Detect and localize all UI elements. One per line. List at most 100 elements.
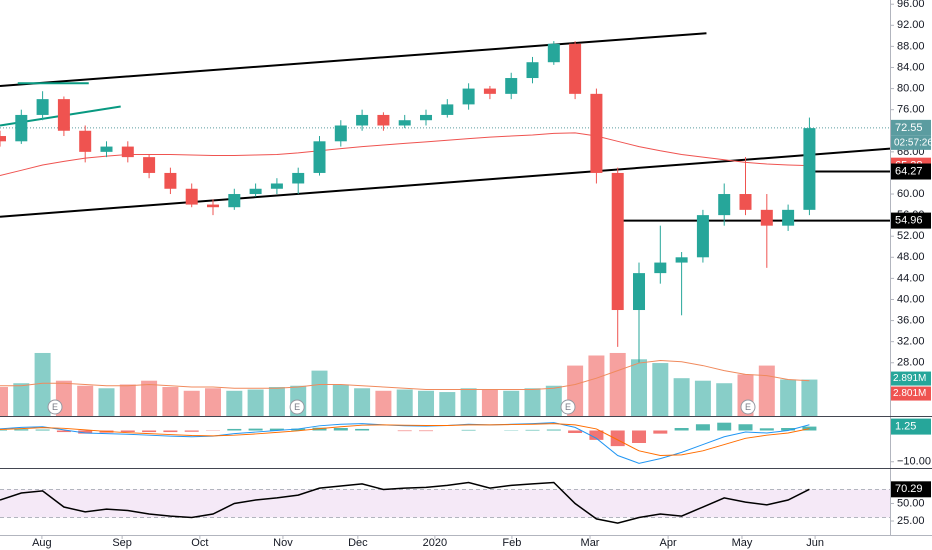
last-price-label-box <box>891 119 931 136</box>
candle-body <box>292 172 305 184</box>
volume-bar <box>354 388 371 416</box>
macd-histogram <box>717 422 732 431</box>
x-tick-label: Mar <box>581 537 600 549</box>
volume-label: 2.891M <box>893 373 926 384</box>
y-tick-label: 84.00 <box>897 61 925 73</box>
y-tick-label: 32.00 <box>897 336 925 348</box>
macd-histogram <box>163 430 178 433</box>
y-tick-label: 50.00 <box>897 497 925 509</box>
candle-body <box>633 273 646 311</box>
level-label: 54.96 <box>895 215 923 227</box>
rsi-line <box>0 481 810 524</box>
volume-label-box <box>891 386 931 401</box>
volume-bar <box>545 385 562 416</box>
macd-histogram <box>269 428 284 431</box>
earnings-marker <box>47 399 63 415</box>
earnings-label: E <box>745 402 751 412</box>
candle-body <box>228 194 241 208</box>
volume-bar <box>801 379 818 416</box>
volume-bar <box>673 378 690 416</box>
rsi-band <box>0 489 890 518</box>
volume-bar <box>609 352 626 416</box>
volume-bar <box>332 384 349 416</box>
y-tick-label: 96.00 <box>897 0 925 10</box>
volume-bar <box>268 387 285 416</box>
volume-bar <box>716 383 733 416</box>
macd-histogram <box>248 428 263 431</box>
last-price-label: 72.55 <box>895 122 923 134</box>
volume-bar <box>396 389 413 416</box>
macd-histogram <box>695 424 710 431</box>
candle-body <box>164 172 177 189</box>
x-tick-label: Apr <box>660 537 677 549</box>
macd-histogram <box>333 428 348 431</box>
countdown: 02:57:26 <box>894 137 932 148</box>
volume-bar <box>13 383 30 416</box>
macd-histogram <box>355 428 370 431</box>
macd-histogram <box>674 428 689 431</box>
earnings-label: E <box>294 402 300 412</box>
candle-body <box>57 99 70 131</box>
volume-bar <box>34 352 51 416</box>
candle-body <box>803 128 816 210</box>
candle-body <box>100 146 113 152</box>
volume-bar <box>77 385 94 416</box>
earnings-marker <box>740 399 756 415</box>
volume-bar <box>588 355 605 416</box>
candle-body <box>249 188 262 195</box>
y-tick-label: 25.00 <box>897 515 925 527</box>
level-label: 64.27 <box>895 165 923 177</box>
volume-label: 2.801M <box>893 388 926 399</box>
macd-histogram <box>142 430 157 433</box>
candle-body <box>0 136 6 142</box>
volume-bar <box>503 390 520 416</box>
candle-body <box>15 114 28 142</box>
x-tick-label: Aug <box>32 537 52 549</box>
candle-body <box>675 257 688 263</box>
volume-bar <box>460 388 477 416</box>
volume-bar <box>631 359 648 416</box>
earnings-label: E <box>565 402 571 412</box>
volume-ma <box>0 360 810 391</box>
candle-body <box>526 62 539 79</box>
volume-bar <box>524 388 541 416</box>
y-tick-label: 44.00 <box>897 272 925 284</box>
candle-body <box>270 183 283 189</box>
candle-body <box>377 114 390 126</box>
x-tick-label: Dec <box>348 537 368 549</box>
candle-body <box>654 262 667 274</box>
earnings-label: E <box>52 402 58 412</box>
volume-bar <box>780 379 797 416</box>
x-tick-label: 2020 <box>423 537 447 549</box>
candle-body <box>696 215 709 258</box>
candle-body <box>143 157 156 173</box>
rsi-pane <box>0 481 890 524</box>
candle-body <box>782 209 795 226</box>
candle-body <box>590 93 603 173</box>
candle-body <box>185 188 198 205</box>
x-tick-label: Sep <box>112 537 132 549</box>
volume-bar <box>418 390 435 416</box>
level-label-box <box>891 163 931 180</box>
volume-bar <box>439 392 456 416</box>
volume-bar <box>694 380 711 416</box>
x-tick-label: Feb <box>502 537 521 549</box>
y-tick-label: 88.00 <box>897 40 925 52</box>
candle-body <box>547 43 560 63</box>
candle-body <box>79 130 92 152</box>
volume-bar <box>247 389 264 416</box>
y-tick-label: 36.00 <box>897 314 925 326</box>
macd-histogram <box>291 428 306 431</box>
candle-body <box>441 104 454 115</box>
candle-body <box>718 194 731 216</box>
volume-bar <box>183 390 200 416</box>
macd-histogram <box>738 424 753 431</box>
volume-bar <box>98 388 115 416</box>
candle-body <box>313 141 326 173</box>
x-tick-label: Jun <box>806 537 824 549</box>
macd-histogram <box>802 426 817 431</box>
macd-pane <box>0 422 817 464</box>
earnings-marker <box>560 399 576 415</box>
